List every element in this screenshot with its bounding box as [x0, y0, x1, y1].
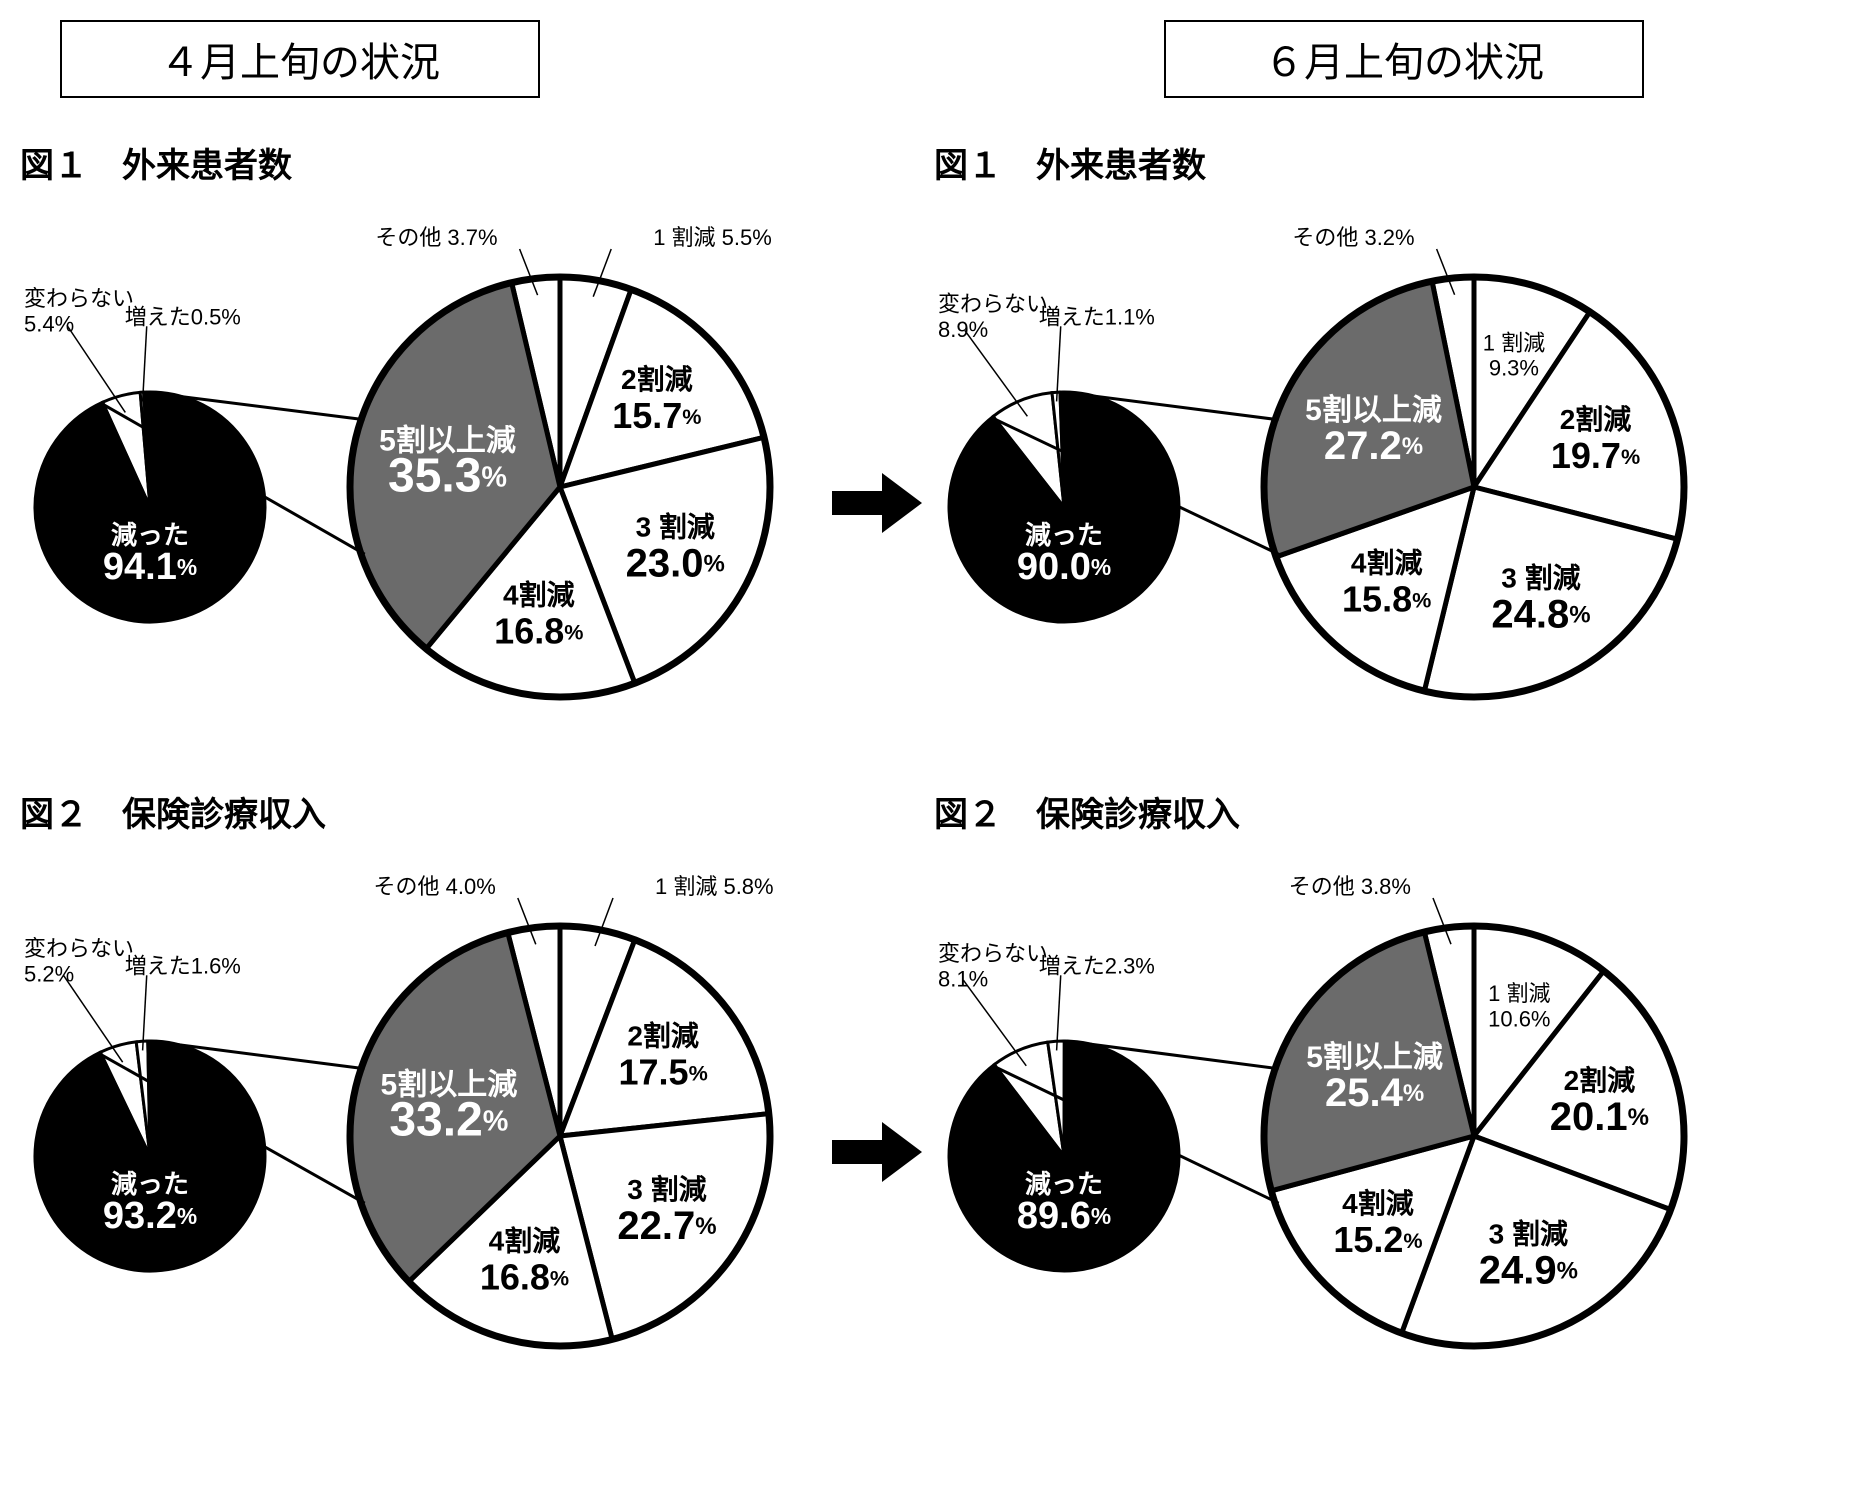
period-title-right: ６月上旬の状況 [1164, 20, 1644, 98]
panel-april-fig2: 図２ 保険診療収入 減った93.2%変わらない5.2%増えた1.6%その他 4.… [20, 787, 820, 1376]
panel-june-fig1: 図１ 外来患者数 減った90.0%変わらない8.9%増えた1.1%その他 3.2… [934, 138, 1734, 727]
svg-text:増えた2.3%: 増えた2.3% [1039, 953, 1155, 978]
svg-text:1 割減 5.5%: 1 割減 5.5% [653, 225, 772, 250]
header-row: ４月上旬の状況 ６月上旬の状況 [20, 20, 1844, 98]
page: ４月上旬の状況 ６月上旬の状況 図１ 外来患者数 減った94.1%変わらない5.… [20, 20, 1844, 1376]
chart-row-2: 図２ 保険診療収入 減った93.2%変わらない5.2%増えた1.6%その他 4.… [20, 787, 1844, 1376]
arrow-icon [832, 1122, 922, 1182]
svg-text:1 割減 5.8%: 1 割減 5.8% [655, 874, 774, 899]
fig-title: 図２ 保険診療収入 [20, 787, 820, 836]
svg-text:3 割減: 3 割減 [1501, 562, 1580, 594]
period-title-left: ４月上旬の状況 [60, 20, 540, 98]
svg-text:変わらない8.1%: 変わらない8.1% [938, 941, 1048, 991]
svg-text:3 割減: 3 割減 [627, 1174, 706, 1206]
fig-title: 図１ 外来患者数 [934, 138, 1734, 187]
svg-text:1 割減9.3%: 1 割減9.3% [1483, 330, 1545, 380]
svg-text:1 割減10.6%: 1 割減10.6% [1488, 981, 1550, 1031]
svg-text:2割減: 2割減 [627, 1020, 699, 1052]
chart-row-1: 図１ 外来患者数 減った94.1%変わらない5.4%増えた0.5%その他 3.7… [20, 138, 1844, 727]
svg-text:2割減: 2割減 [621, 363, 693, 395]
svg-text:2割減: 2割減 [1560, 404, 1632, 436]
svg-text:その他 3.2%: その他 3.2% [1292, 225, 1414, 250]
svg-text:増えた1.6%: 増えた1.6% [125, 953, 241, 978]
svg-text:4割減: 4割減 [503, 579, 575, 611]
svg-text:変わらない8.9%: 変わらない8.9% [938, 291, 1048, 341]
fig-title: 図１ 外来患者数 [20, 138, 820, 187]
svg-text:3 割減: 3 割減 [1489, 1218, 1568, 1250]
svg-text:4割減: 4割減 [1342, 1187, 1414, 1219]
fig-title: 図２ 保険診療収入 [934, 787, 1734, 836]
svg-text:4割減: 4割減 [489, 1225, 561, 1257]
svg-text:4割減: 4割減 [1351, 547, 1423, 579]
svg-text:その他 3.8%: その他 3.8% [1289, 874, 1411, 899]
arrow-icon [832, 473, 922, 533]
pie-pair-svg: 減った89.6%変わらない8.1%増えた2.3%その他 3.8%1 割減10.6… [934, 856, 1734, 1376]
svg-text:その他 4.0%: その他 4.0% [374, 874, 496, 899]
svg-text:2割減: 2割減 [1564, 1064, 1636, 1096]
svg-text:変わらない5.4%: 変わらない5.4% [24, 286, 134, 336]
svg-text:5割以上減: 5割以上減 [1305, 394, 1442, 427]
pie-pair-svg: 減った93.2%変わらない5.2%増えた1.6%その他 4.0%1 割減 5.8… [20, 856, 820, 1376]
svg-text:増えた1.1%: 増えた1.1% [1039, 304, 1155, 329]
panel-june-fig2: 図２ 保険診療収入 減った89.6%変わらない8.1%増えた2.3%その他 3.… [934, 787, 1734, 1376]
panel-april-fig1: 図１ 外来患者数 減った94.1%変わらない5.4%増えた0.5%その他 3.7… [20, 138, 820, 727]
svg-text:5割以上減: 5割以上減 [1306, 1041, 1443, 1074]
svg-text:その他 3.7%: その他 3.7% [375, 225, 497, 250]
svg-text:3 割減: 3 割減 [636, 511, 715, 543]
pie-pair-svg: 減った94.1%変わらない5.4%増えた0.5%その他 3.7%1 割減 5.5… [20, 207, 820, 727]
svg-text:増えた0.5%: 増えた0.5% [125, 304, 241, 329]
svg-text:変わらない5.2%: 変わらない5.2% [24, 936, 134, 986]
pie-pair-svg: 減った90.0%変わらない8.9%増えた1.1%その他 3.2%1 割減9.3%… [934, 207, 1734, 727]
